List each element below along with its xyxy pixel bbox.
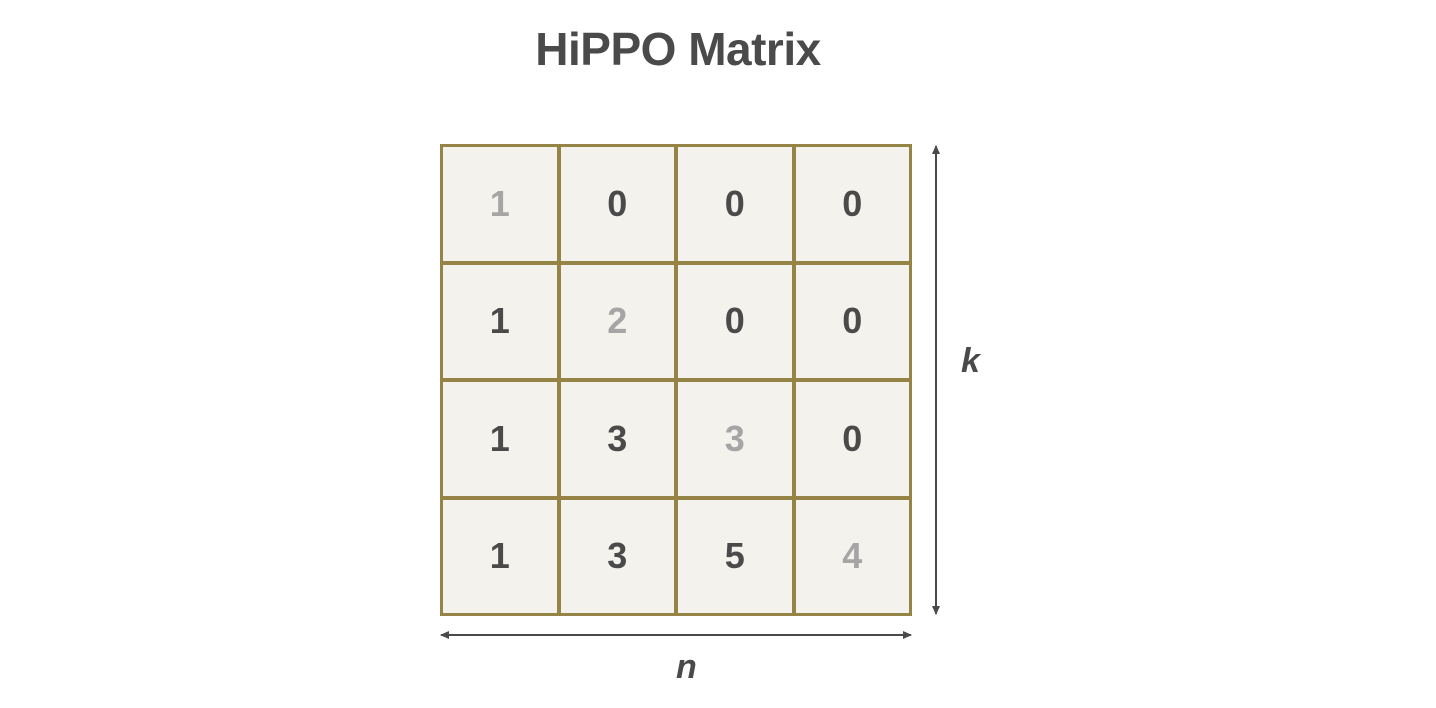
matrix-cell-r3-c2: 3	[560, 382, 674, 496]
matrix-cell-r4-c2: 3	[560, 499, 674, 613]
column-dimension-label: n	[676, 648, 697, 686]
matrix-cell-r2-c2: 2	[560, 264, 674, 378]
matrix-cell-r2-c4: 0	[795, 264, 909, 378]
matrix-cell-r2-c1: 1	[443, 264, 557, 378]
matrix-cell-r1-c3: 0	[678, 147, 792, 261]
matrix-cell-r3-c1: 1	[443, 382, 557, 496]
matrix-cell-r1-c4: 0	[795, 147, 909, 261]
matrix-cell-r3-c4: 0	[795, 382, 909, 496]
matrix-cell-r2-c3: 0	[678, 264, 792, 378]
row-dimension-label: k	[961, 342, 980, 380]
diagram-title: HiPPO Matrix	[535, 23, 821, 75]
hippo-matrix-grid: 1 0 0 0 1 2 0 0 1 3 3 0 1 3 5 4	[440, 144, 912, 616]
matrix-cell-r1-c2: 0	[560, 147, 674, 261]
matrix-cell-r4-c4: 4	[795, 499, 909, 613]
matrix-cell-r3-c3: 3	[678, 382, 792, 496]
matrix-cell-r4-c1: 1	[443, 499, 557, 613]
matrix-cell-r4-c3: 5	[678, 499, 792, 613]
matrix-cell-r1-c1: 1	[443, 147, 557, 261]
